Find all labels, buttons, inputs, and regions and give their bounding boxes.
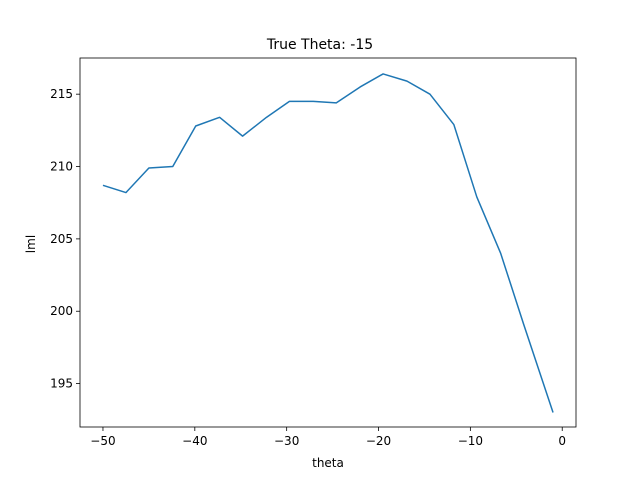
y-tick-label: 195 — [50, 377, 73, 391]
y-tick-label: 215 — [50, 87, 73, 101]
y-tick-label: 205 — [50, 232, 73, 246]
y-axis-ticks: 195 200 205 210 215 — [50, 87, 80, 391]
y-tick-label: 200 — [50, 304, 73, 318]
plot-frame — [79, 57, 577, 428]
x-tick-label: −40 — [182, 434, 207, 448]
x-tick-label: −20 — [366, 434, 391, 448]
x-tick-label: −50 — [90, 434, 115, 448]
chart-title: True Theta: -15 — [266, 37, 373, 53]
x-tick-label: −30 — [274, 434, 299, 448]
x-tick-label: 0 — [558, 434, 566, 448]
x-axis-label: theta — [312, 456, 344, 470]
y-axis-label: lml — [24, 235, 38, 253]
plot-area — [79, 57, 577, 428]
series-line — [102, 73, 554, 413]
x-axis-ticks: −50 −40 −30 −20 −10 0 — [90, 427, 566, 448]
x-tick-label: −10 — [458, 434, 483, 448]
y-tick-label: 210 — [50, 160, 73, 174]
